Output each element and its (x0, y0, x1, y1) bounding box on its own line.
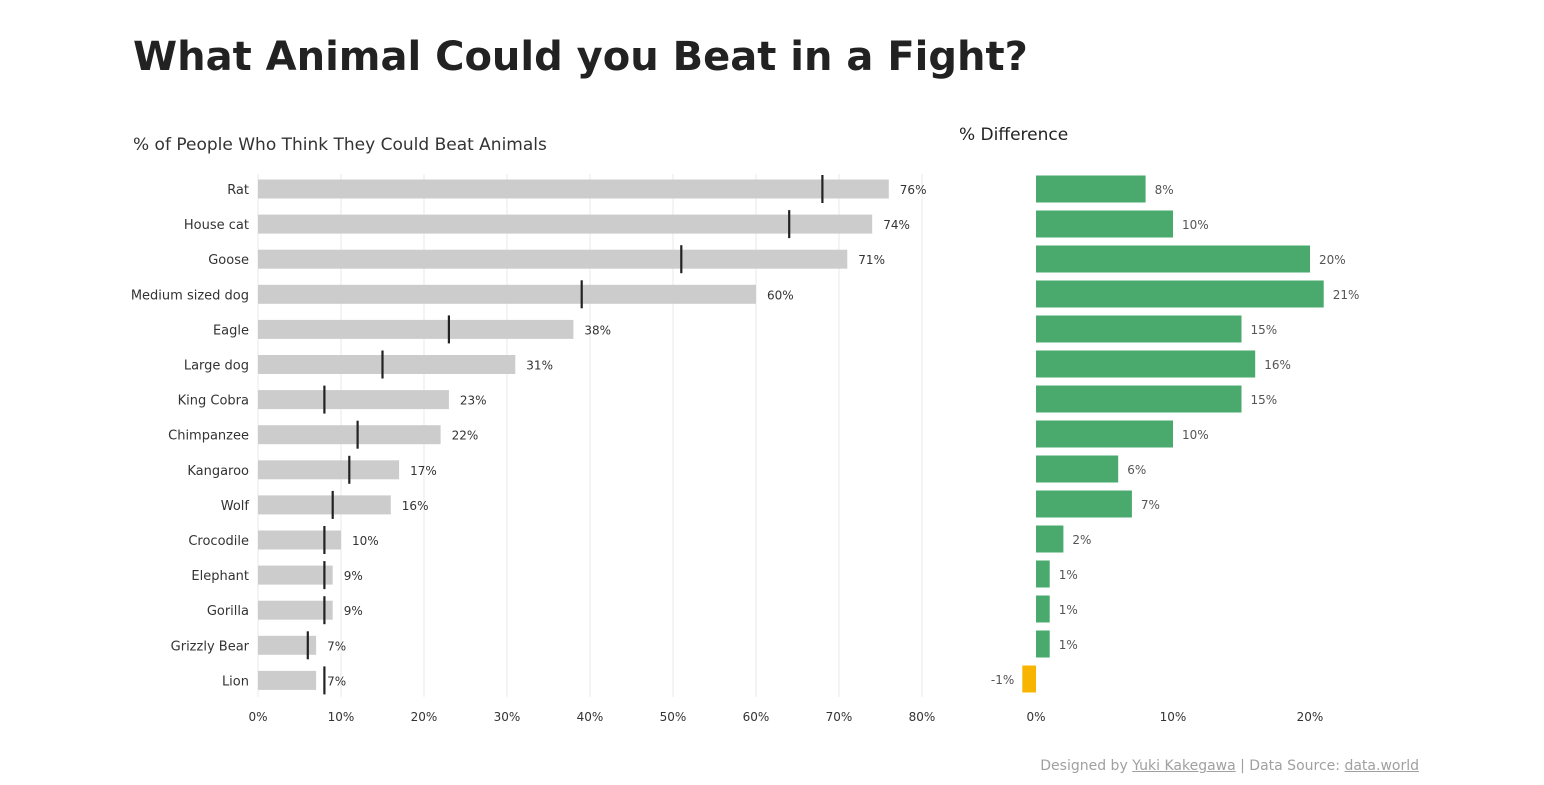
footer-designed-by: Designed by (1040, 758, 1128, 774)
footer-source-link[interactable]: data.world (1344, 758, 1419, 774)
right-value-label: 10% (1182, 218, 1209, 232)
right-bar (1036, 175, 1146, 203)
left-category-label: Wolf (221, 499, 250, 514)
left-value-label: 38% (584, 323, 611, 337)
left-value-label: 23% (460, 394, 487, 408)
right-bar (1036, 385, 1242, 413)
footer-separator: | Data Source: (1240, 758, 1340, 774)
left-value-label: 7% (327, 674, 346, 688)
chart-title: What Animal Could you Beat in a Fight? (133, 34, 1028, 80)
left-category-label: Lion (222, 674, 249, 689)
left-x-tick-label: 30% (494, 710, 521, 724)
left-bar (258, 179, 889, 199)
left-value-label: 9% (344, 604, 363, 618)
left-chart-subtitle: % of People Who Think They Could Beat An… (133, 135, 547, 155)
left-bar (258, 425, 441, 445)
left-value-label: 7% (327, 639, 346, 653)
left-bar (258, 355, 516, 374)
left-bar (258, 670, 317, 690)
right-bar (1036, 595, 1050, 623)
left-bar (258, 214, 873, 234)
left-value-label: 10% (352, 534, 379, 548)
right-bar (1036, 245, 1310, 273)
right-bar (1036, 210, 1173, 238)
left-value-label: 22% (452, 429, 479, 443)
right-bar (1036, 315, 1242, 343)
right-bar (1036, 420, 1173, 448)
left-value-label: 17% (410, 464, 437, 478)
left-category-label: Eagle (213, 323, 249, 338)
right-value-label: 15% (1251, 323, 1278, 337)
left-bar (258, 249, 848, 269)
left-category-label: Chimpanzee (168, 429, 249, 444)
right-bar (1036, 630, 1050, 658)
left-x-tick-label: 50% (660, 710, 687, 724)
left-category-label: Rat (227, 183, 249, 198)
left-bar (258, 600, 333, 620)
right-x-tick-label: 10% (1160, 710, 1187, 724)
left-category-label: Medium sized dog (131, 288, 249, 303)
left-bar (258, 319, 574, 339)
right-value-label: 7% (1141, 498, 1160, 512)
left-x-tick-label: 60% (743, 710, 770, 724)
left-x-tick-label: 40% (577, 710, 604, 724)
left-bar (258, 565, 333, 585)
right-value-label: 2% (1072, 533, 1091, 547)
left-category-label: Large dog (184, 359, 249, 374)
right-chart-subtitle: % Difference (959, 125, 1069, 145)
left-value-label: 76% (900, 183, 927, 197)
right-value-label: 15% (1251, 393, 1278, 407)
right-value-label: 8% (1155, 183, 1174, 197)
right-bar (1036, 455, 1119, 483)
right-bar (1036, 560, 1050, 588)
left-x-tick-label: 10% (328, 710, 355, 724)
left-category-label: House cat (184, 218, 249, 233)
left-bar (258, 495, 391, 515)
left-x-tick-label: 70% (826, 710, 853, 724)
left-value-label: 31% (526, 359, 553, 373)
left-value-label: 74% (883, 218, 910, 232)
right-value-label: 16% (1264, 358, 1291, 372)
left-category-label: Crocodile (188, 534, 249, 549)
right-bar (1036, 350, 1256, 378)
left-x-tick-label: 80% (909, 710, 936, 724)
right-bar (1036, 280, 1324, 308)
left-value-label: 9% (344, 569, 363, 583)
left-category-label: Elephant (191, 569, 249, 584)
right-value-label: 10% (1182, 428, 1209, 442)
right-value-label: 1% (1059, 603, 1078, 617)
right-value-label: -1% (991, 673, 1014, 687)
left-category-label: King Cobra (178, 394, 249, 409)
right-value-label: 1% (1059, 638, 1078, 652)
left-bar (258, 460, 400, 480)
left-category-label: Goose (208, 253, 249, 268)
right-bar (1036, 525, 1064, 553)
footer-credits: Designed by Yuki Kakegawa | Data Source:… (1040, 758, 1419, 774)
left-value-label: 71% (858, 253, 885, 267)
left-category-label: Gorilla (207, 604, 249, 619)
left-x-tick-label: 0% (248, 710, 267, 724)
left-bar (258, 284, 756, 304)
left-category-label: Kangaroo (187, 464, 249, 479)
left-x-tick-label: 20% (411, 710, 438, 724)
right-value-label: 1% (1059, 568, 1078, 582)
footer-author-link[interactable]: Yuki Kakegawa (1132, 758, 1236, 774)
left-value-label: 16% (402, 499, 429, 513)
right-bar (1022, 665, 1036, 693)
right-value-label: 20% (1319, 253, 1346, 267)
left-bar (258, 530, 341, 550)
right-value-label: 6% (1127, 463, 1146, 477)
right-value-label: 21% (1333, 288, 1360, 302)
left-value-label: 60% (767, 288, 794, 302)
right-bar (1036, 490, 1132, 518)
left-bar (258, 635, 317, 655)
left-category-label: Grizzly Bear (171, 639, 250, 654)
right-x-tick-label: 20% (1297, 710, 1324, 724)
right-x-tick-label: 0% (1026, 710, 1045, 724)
left-bar (258, 390, 449, 410)
